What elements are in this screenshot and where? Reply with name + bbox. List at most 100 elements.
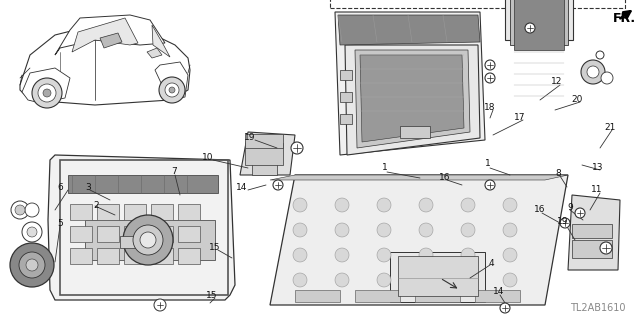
- Circle shape: [419, 223, 433, 237]
- Bar: [97, 204, 119, 220]
- Polygon shape: [270, 175, 568, 305]
- Bar: [340, 70, 352, 80]
- Circle shape: [273, 180, 283, 190]
- Circle shape: [335, 223, 349, 237]
- Circle shape: [15, 205, 25, 215]
- Bar: [355, 290, 400, 302]
- Text: 20: 20: [572, 94, 582, 103]
- Text: 12: 12: [551, 77, 563, 86]
- Circle shape: [159, 77, 185, 103]
- Text: 14: 14: [236, 182, 248, 191]
- Bar: [398, 256, 478, 296]
- Text: 5: 5: [57, 220, 63, 228]
- Circle shape: [27, 227, 37, 237]
- Circle shape: [154, 299, 166, 311]
- Polygon shape: [345, 45, 480, 155]
- Bar: [124, 248, 146, 264]
- Text: 3: 3: [85, 183, 91, 193]
- Circle shape: [335, 198, 349, 212]
- Polygon shape: [152, 25, 170, 57]
- Polygon shape: [568, 195, 620, 270]
- Polygon shape: [240, 132, 295, 175]
- Bar: [124, 226, 146, 242]
- Circle shape: [377, 198, 391, 212]
- Polygon shape: [360, 55, 464, 142]
- Bar: [151, 204, 173, 220]
- Circle shape: [169, 87, 175, 93]
- Bar: [245, 134, 283, 148]
- Circle shape: [377, 223, 391, 237]
- Polygon shape: [355, 50, 470, 148]
- Bar: [60, 160, 228, 295]
- Bar: [475, 290, 520, 302]
- Polygon shape: [155, 62, 188, 100]
- Text: 15: 15: [206, 292, 218, 300]
- Bar: [295, 290, 340, 302]
- Circle shape: [461, 248, 475, 262]
- Text: 11: 11: [591, 186, 603, 195]
- Circle shape: [140, 232, 156, 248]
- Circle shape: [377, 273, 391, 287]
- Bar: [178, 248, 200, 264]
- Circle shape: [165, 83, 179, 97]
- Circle shape: [293, 273, 307, 287]
- Polygon shape: [270, 175, 568, 180]
- Circle shape: [500, 303, 510, 313]
- Circle shape: [485, 73, 495, 83]
- Circle shape: [601, 72, 613, 84]
- Circle shape: [525, 23, 535, 33]
- Text: 13: 13: [592, 163, 604, 172]
- Bar: [330, 0, 625, 8]
- Text: 14: 14: [493, 287, 505, 297]
- Text: 15: 15: [209, 243, 221, 252]
- Circle shape: [291, 142, 303, 154]
- Text: 6: 6: [57, 183, 63, 193]
- Bar: [120, 236, 136, 248]
- Polygon shape: [48, 155, 235, 300]
- Polygon shape: [147, 48, 162, 58]
- Circle shape: [596, 51, 604, 59]
- Circle shape: [335, 273, 349, 287]
- Polygon shape: [72, 18, 138, 52]
- Text: 16: 16: [534, 205, 546, 214]
- Text: 10: 10: [202, 153, 214, 162]
- Text: 16: 16: [439, 172, 451, 181]
- Circle shape: [293, 248, 307, 262]
- Text: 2: 2: [93, 201, 99, 210]
- Text: 9: 9: [567, 203, 573, 212]
- Circle shape: [419, 248, 433, 262]
- Circle shape: [419, 273, 433, 287]
- Text: 17: 17: [515, 113, 525, 122]
- Bar: [572, 224, 612, 238]
- Bar: [70, 248, 92, 264]
- Circle shape: [133, 225, 163, 255]
- Circle shape: [11, 201, 29, 219]
- Bar: [390, 252, 485, 302]
- Bar: [124, 204, 146, 220]
- Bar: [340, 92, 352, 102]
- Circle shape: [293, 223, 307, 237]
- Circle shape: [503, 273, 517, 287]
- Bar: [415, 290, 460, 302]
- Circle shape: [581, 60, 605, 84]
- Bar: [151, 248, 173, 264]
- Bar: [505, 0, 573, 40]
- Bar: [510, 0, 568, 45]
- Circle shape: [600, 242, 612, 254]
- Circle shape: [38, 84, 56, 102]
- Bar: [68, 175, 218, 193]
- Circle shape: [503, 248, 517, 262]
- Circle shape: [503, 198, 517, 212]
- Bar: [85, 220, 215, 260]
- Circle shape: [461, 223, 475, 237]
- Text: TL2AB1610: TL2AB1610: [570, 303, 625, 313]
- Bar: [97, 248, 119, 264]
- Text: 8: 8: [555, 169, 561, 178]
- Circle shape: [293, 198, 307, 212]
- Bar: [151, 226, 173, 242]
- Circle shape: [10, 243, 54, 287]
- Polygon shape: [335, 12, 485, 155]
- Circle shape: [32, 78, 62, 108]
- Bar: [245, 143, 283, 165]
- Bar: [70, 204, 92, 220]
